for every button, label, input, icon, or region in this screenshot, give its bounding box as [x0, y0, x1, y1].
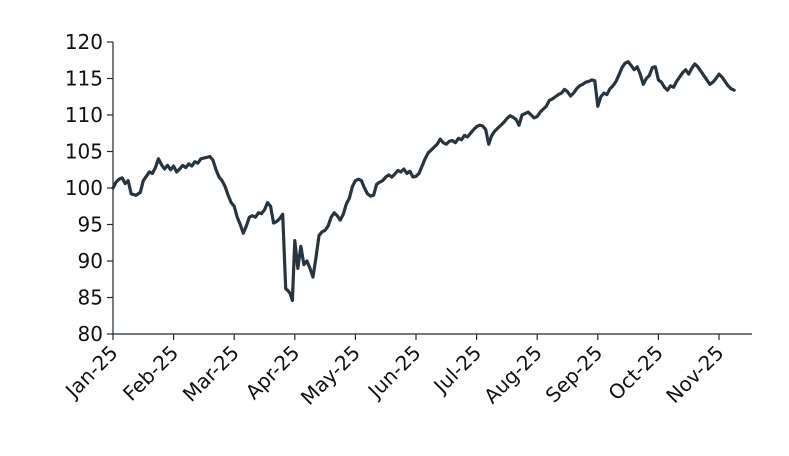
x-tick-label: Mar-25	[178, 341, 244, 407]
y-tick-label: 90	[78, 249, 103, 273]
x-tick-label: Nov-25	[661, 341, 728, 408]
y-tick-label: 110	[65, 103, 103, 127]
y-tick-label: 105	[65, 140, 103, 164]
y-axis: 80 85 90 95 100 105 110 115 120	[65, 30, 114, 346]
y-tick-label: 115	[65, 67, 103, 91]
y-tick-label: 120	[65, 30, 103, 54]
x-tick-label: Jul-25	[428, 341, 487, 400]
y-tick-label: 95	[78, 213, 103, 237]
x-tick-label: Apr-25	[241, 341, 305, 405]
x-tick-label: Sep-25	[541, 341, 608, 408]
y-tick-label: 80	[78, 322, 103, 346]
y-tick-label: 100	[65, 176, 103, 200]
series-line	[111, 60, 736, 303]
y-tick-label: 85	[78, 286, 103, 310]
x-tick-label: Feb-25	[118, 341, 183, 406]
x-tick-label: May-25	[296, 341, 365, 410]
x-tick-label: Oct-25	[603, 341, 668, 406]
x-tick-label: Jan-25	[59, 341, 122, 404]
x-tick-label: Jun-25	[362, 341, 426, 405]
x-tick-label: Aug-25	[479, 341, 547, 409]
series-group	[111, 60, 736, 303]
